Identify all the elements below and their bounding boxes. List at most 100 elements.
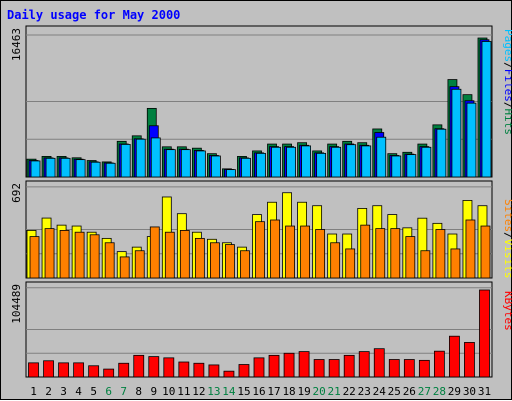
bar-kbytes-20 [313, 359, 325, 378]
bar-pages-21 [331, 146, 342, 178]
bar-pages-16 [256, 152, 266, 178]
bar-sites-15 [240, 250, 250, 279]
bar-kbytes-9 [148, 356, 160, 378]
bar-pages-8 [135, 138, 146, 178]
x-tick-label-16: 16 [252, 385, 265, 398]
x-tick-label-9: 9 [150, 385, 157, 398]
bar-kbytes-23 [358, 351, 370, 378]
legend-item-sites: Sites [502, 199, 512, 232]
x-tick-label-15: 15 [237, 385, 250, 398]
bar-kbytes-7 [118, 362, 130, 378]
x-tick-label-12: 12 [192, 385, 205, 398]
bar-kbytes-1 [28, 362, 39, 378]
bar-kbytes-15 [238, 364, 250, 378]
bar-pages-5 [90, 161, 101, 178]
bar-pages-28 [436, 128, 447, 178]
legend-item-: / [502, 232, 512, 239]
bar-pages-2 [45, 157, 56, 178]
legend-visits_sites: Sites/Visits [502, 199, 512, 279]
x-tick-label-29: 29 [448, 385, 461, 398]
bar-kbytes-4 [73, 362, 85, 378]
bar-sites-5 [89, 234, 100, 279]
legend-item-files: Files [502, 69, 512, 102]
bar-pages-29 [451, 88, 462, 178]
bar-kbytes-25 [388, 359, 400, 378]
bar-sites-10 [164, 231, 175, 279]
x-tick-label-11: 11 [177, 385, 190, 398]
bar-sites-22 [345, 248, 356, 279]
bar-kbytes-29 [449, 335, 460, 378]
bar-sites-3 [59, 230, 70, 279]
bar-sites-16 [255, 221, 265, 279]
bar-pages-10 [165, 149, 176, 178]
bar-pages-23 [361, 145, 372, 178]
bar-kbytes-11 [178, 361, 190, 378]
bar-pages-11 [180, 149, 191, 178]
legend-item-kbytes: KBytes [502, 291, 512, 331]
bar-pages-25 [391, 155, 402, 178]
x-tick-label-5: 5 [90, 385, 97, 398]
bar-kbytes-2 [43, 360, 54, 378]
bar-kbytes-8 [133, 354, 145, 378]
bar-sites-13 [210, 242, 220, 279]
x-tick-label-7: 7 [120, 385, 127, 398]
bar-pages-13 [211, 155, 221, 178]
bar-kbytes-19 [298, 351, 310, 378]
bar-sites-19 [300, 225, 310, 279]
x-tick-label-22: 22 [343, 385, 356, 398]
bar-sites-4 [74, 231, 85, 279]
bar-sites-31 [480, 225, 491, 279]
bar-sites-7 [119, 256, 130, 279]
bar-sites-8 [134, 250, 145, 279]
bar-sites-26 [405, 236, 416, 279]
x-tick-label-10: 10 [162, 385, 175, 398]
x-tick-label-4: 4 [75, 385, 82, 398]
bar-pages-1 [30, 160, 41, 178]
x-tick-label-30: 30 [463, 385, 476, 398]
bar-pages-19 [301, 145, 311, 178]
bar-kbytes-22 [343, 354, 355, 378]
bar-kbytes-6 [103, 368, 115, 378]
bar-pages-18 [286, 146, 296, 178]
bar-pages-17 [271, 146, 281, 178]
x-tick-label-21: 21 [328, 385, 341, 398]
x-tick-label-24: 24 [373, 385, 387, 398]
bar-pages-7 [120, 144, 131, 178]
x-tick-label-8: 8 [135, 385, 142, 398]
x-tick-label-27: 27 [418, 385, 431, 398]
bar-sites-30 [465, 219, 476, 279]
x-tick-label-31: 31 [478, 385, 491, 398]
bar-kbytes-30 [464, 342, 475, 378]
legend-item-: / [502, 62, 512, 69]
bar-sites-27 [420, 250, 431, 279]
x-tick-label-1: 1 [30, 385, 37, 398]
bar-pages-20 [316, 152, 327, 178]
panel-kbytes: 104489 KBytes [10, 281, 512, 378]
chart-title: Daily usage for May 2000 [7, 8, 180, 22]
bar-kbytes-13 [208, 364, 220, 378]
x-tick-label-25: 25 [388, 385, 401, 398]
bar-kbytes-3 [58, 362, 69, 378]
bar-sites-12 [194, 237, 205, 279]
bar-sites-21 [330, 242, 341, 279]
x-tick-label-23: 23 [358, 385, 371, 398]
bar-pages-4 [75, 159, 86, 178]
bar-sites-14 [225, 244, 235, 279]
bar-pages-26 [406, 154, 417, 178]
x-tick-label-3: 3 [60, 385, 67, 398]
bar-pages-9 [150, 137, 161, 178]
bar-kbytes-5 [88, 365, 100, 378]
bar-pages-22 [346, 144, 357, 178]
bar-sites-6 [104, 242, 115, 279]
bar-kbytes-28 [433, 350, 445, 378]
y-max-label-kbytes: 104489 [10, 284, 23, 324]
bar-sites-2 [44, 228, 55, 279]
x-tick-label-28: 28 [433, 385, 446, 398]
bar-sites-20 [315, 229, 326, 279]
bar-pages-6 [105, 162, 116, 178]
bar-sites-17 [270, 219, 280, 279]
legend-item-: / [502, 102, 512, 109]
